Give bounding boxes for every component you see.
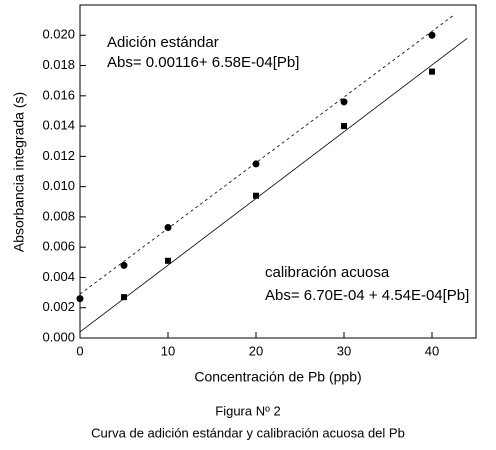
y-tick-label: 0.000 (42, 329, 75, 344)
y-tick-label: 0.002 (42, 299, 75, 314)
point (429, 68, 435, 75)
point (76, 295, 84, 303)
point (252, 160, 260, 168)
y-tick-label: 0.020 (42, 27, 75, 42)
point (121, 294, 127, 301)
y-tick-label: 0.004 (42, 269, 75, 284)
y-tick-label: 0.010 (42, 178, 75, 193)
caption: Figura Nº 2 (215, 403, 280, 418)
plot-frame (79, 4, 477, 339)
y-tick-label: 0.014 (42, 118, 75, 133)
annotation: calibración acuosa (265, 264, 390, 281)
x-tick-label: 40 (425, 343, 439, 358)
annotation: Abs= 0.00116+ 6.58E-04[Pb] (107, 54, 299, 71)
point (253, 192, 259, 199)
y-tick-label: 0.012 (42, 148, 75, 163)
point (120, 261, 128, 269)
y-tick-label: 0.016 (42, 87, 75, 102)
y-tick-label: 0.006 (42, 239, 75, 254)
y-tick-label: 0.008 (42, 208, 75, 223)
y-tick-label: 0.018 (42, 57, 75, 72)
point (164, 224, 172, 232)
x-tick-label: 20 (249, 343, 263, 358)
fit-line (79, 37, 468, 333)
x-tick-label: 30 (337, 343, 351, 358)
caption: Curva de adición estándar y calibración … (91, 425, 405, 440)
x-axis-label: Concentración de Pb (ppb) (194, 369, 361, 385)
point (340, 98, 348, 106)
annotation: Adición estándar (107, 34, 219, 51)
point (341, 123, 347, 130)
point (428, 31, 436, 39)
y-axis-label: Absorbancia integrada (s) (11, 92, 27, 252)
annotation: Abs= 6.70E-04 + 4.54E-04[Pb] (265, 287, 469, 304)
x-tick-label: 0 (76, 343, 83, 358)
point (165, 257, 171, 264)
x-tick-label: 10 (161, 343, 175, 358)
